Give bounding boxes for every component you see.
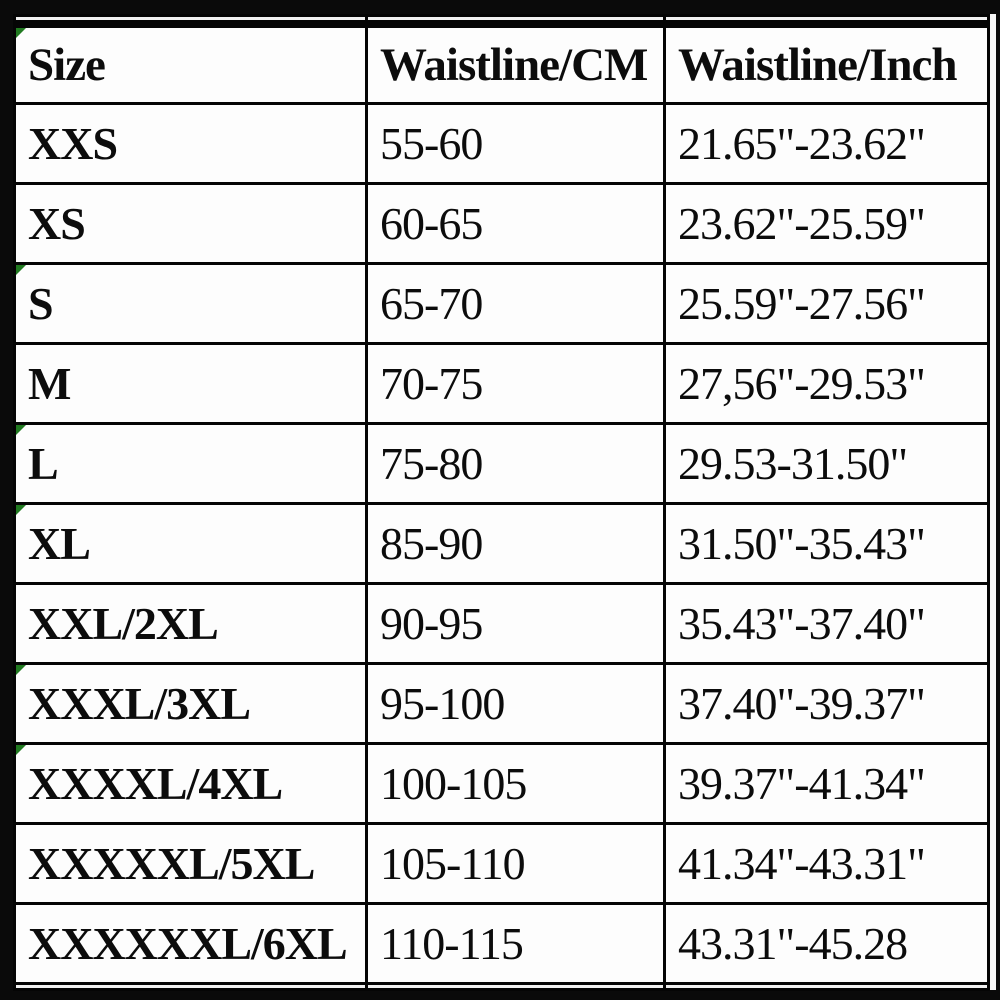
header-cell-size: Size (13, 20, 368, 105)
size-cell: M (13, 342, 368, 425)
cm-value: 100-105 (380, 757, 527, 809)
header-label-size: Size (28, 38, 106, 91)
cm-cell: 55-60 (365, 102, 666, 185)
cm-value: 60-65 (380, 197, 483, 249)
cm-value: 75-80 (380, 437, 483, 489)
excel-error-marker-icon (17, 506, 26, 515)
table-row: L 75-80 29.53-31.50" (13, 422, 990, 505)
size-cell: S (13, 262, 368, 345)
inch-cell: 43.31"-45.28 (663, 902, 990, 985)
size-cell: XXS (13, 102, 368, 185)
table-row: M 70-75 27,56"-29.53" (13, 342, 990, 425)
table-row: XL 85-90 31.50"-35.43" (13, 502, 990, 585)
header-label-waistline-inch: Waistline/Inch (678, 38, 958, 91)
inch-value: 29.53-31.50" (678, 437, 908, 489)
size-value: XS (28, 197, 86, 249)
excel-error-marker-icon (17, 31, 26, 38)
size-value: XL (28, 517, 91, 569)
table-row: XS 60-65 23.62"-25.59" (13, 182, 990, 265)
inch-value: 21.65"-23.62" (678, 117, 926, 169)
cm-value: 85-90 (380, 517, 483, 569)
excel-error-marker-icon (17, 426, 26, 435)
table-row: XXL/2XL 90-95 35.43"-37.40" (13, 582, 990, 665)
inch-value: 27,56"-29.53" (678, 357, 926, 409)
size-cell: XXXXXL/5XL (13, 822, 368, 905)
cm-value: 105-110 (380, 837, 526, 889)
cm-cell: 70-75 (365, 342, 666, 425)
cm-value: 95-100 (380, 677, 505, 729)
inch-value: 43.31"-45.28 (678, 917, 908, 969)
inch-cell: 39.37"-41.34" (663, 742, 990, 825)
excel-error-marker-icon (17, 666, 26, 675)
cm-value: 110-115 (380, 917, 524, 969)
inch-value: 39.37"-41.34" (678, 757, 926, 809)
size-cell: XL (13, 502, 368, 585)
inch-value: 35.43"-37.40" (678, 597, 926, 649)
table-row: XXXXXXL/6XL 110-115 43.31"-45.28 (13, 902, 990, 985)
header-cell-waistline-inch: Waistline/Inch (663, 20, 990, 105)
size-value: XXXXXL/5XL (28, 837, 315, 889)
table-header-row: Size Waistline/CM Waistline/Inch (13, 20, 990, 105)
cm-cell: 110-115 (365, 902, 666, 985)
cm-cell: 65-70 (365, 262, 666, 345)
table-row: XXS 55-60 21.65"-23.62" (13, 102, 990, 185)
table-row: S 65-70 25.59"-27.56" (13, 262, 990, 345)
inch-cell: 31.50"-35.43" (663, 502, 990, 585)
size-cell: XS (13, 182, 368, 265)
size-value: XXL/2XL (28, 597, 219, 649)
size-cell: XXXL/3XL (13, 662, 368, 745)
size-value: M (28, 357, 71, 409)
size-value: XXXL/3XL (28, 677, 251, 729)
cm-value: 55-60 (380, 117, 483, 169)
inch-cell: 41.34"-43.31" (663, 822, 990, 905)
size-value: XXS (28, 117, 118, 169)
inch-value: 41.34"-43.31" (678, 837, 926, 889)
inch-value: 31.50"-35.43" (678, 517, 926, 569)
header-label-waistline-cm: Waistline/CM (380, 38, 648, 91)
cm-cell: 90-95 (365, 582, 666, 665)
inch-cell: 27,56"-29.53" (663, 342, 990, 425)
inch-value: 23.62"-25.59" (678, 197, 926, 249)
cm-value: 70-75 (380, 357, 483, 409)
cm-value: 65-70 (380, 277, 483, 329)
cm-value: 90-95 (380, 597, 483, 649)
cropped-row-above-header (13, 14, 990, 26)
size-cell: XXXXXXL/6XL (13, 902, 368, 985)
excel-error-marker-icon (17, 746, 26, 755)
inch-value: 25.59"-27.56" (678, 277, 926, 329)
table-row: XXXL/3XL 95-100 37.40"-39.37" (13, 662, 990, 745)
cropped-row-below-table (13, 982, 990, 991)
cm-cell: 85-90 (365, 502, 666, 585)
size-cell: L (13, 422, 368, 505)
header-cell-waistline-cm: Waistline/CM (365, 20, 666, 105)
size-cell: XXL/2XL (13, 582, 368, 665)
table-row: XXXXL/4XL 100-105 39.37"-41.34" (13, 742, 990, 825)
cm-cell: 60-65 (365, 182, 666, 265)
inch-cell: 37.40"-39.37" (663, 662, 990, 745)
cm-cell: 105-110 (365, 822, 666, 905)
size-value: XXXXXXL/6XL (28, 917, 348, 969)
size-value: S (28, 277, 54, 329)
inch-value: 37.40"-39.37" (678, 677, 926, 729)
cm-cell: 95-100 (365, 662, 666, 745)
size-value: XXXXL/4XL (28, 757, 283, 809)
inch-cell: 29.53-31.50" (663, 422, 990, 505)
excel-error-marker-icon (17, 266, 26, 275)
inch-cell: 21.65"-23.62" (663, 102, 990, 185)
size-chart-table: Size Waistline/CM Waistline/Inch XXS 55-… (13, 14, 990, 991)
cm-cell: 100-105 (365, 742, 666, 825)
inch-cell: 25.59"-27.56" (663, 262, 990, 345)
size-value: L (28, 437, 59, 489)
table-row: XXXXXL/5XL 105-110 41.34"-43.31" (13, 822, 990, 905)
cropped-next-column-sliver (989, 14, 996, 990)
cm-cell: 75-80 (365, 422, 666, 505)
inch-cell: 23.62"-25.59" (663, 182, 990, 265)
inch-cell: 35.43"-37.40" (663, 582, 990, 665)
size-cell: XXXXL/4XL (13, 742, 368, 825)
